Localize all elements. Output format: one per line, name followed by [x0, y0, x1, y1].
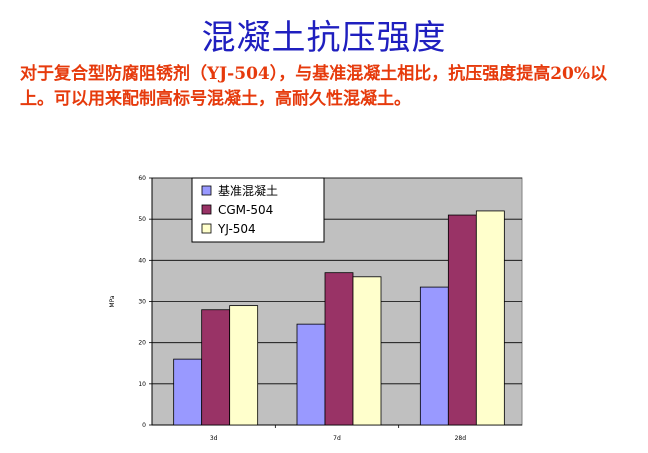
bar-28d-series-2	[447, 214, 477, 426]
legend	[191, 177, 325, 243]
bar-28d-series-3	[475, 210, 505, 426]
legend-label: YJ-504	[217, 222, 256, 236]
y-tick-label: 30	[138, 299, 146, 306]
y-tick-label: 60	[138, 175, 146, 182]
y-tick-label: 10	[138, 381, 146, 388]
y-tick-label: 0	[142, 422, 146, 429]
bar-28d-series-1	[419, 286, 449, 426]
x-tick-label: 28d	[455, 435, 467, 442]
legend-swatch	[201, 204, 212, 215]
legend-swatch	[201, 223, 212, 234]
bar-3d-series-2	[201, 309, 231, 426]
y-tick-label: 40	[138, 257, 146, 264]
bar-3d-series-3	[229, 305, 259, 426]
y-tick-label: 20	[138, 340, 146, 347]
legend-label: CGM-504	[218, 203, 273, 217]
x-tick-label: 3d	[210, 435, 218, 442]
strength-bar-chart: 0 10 20 30 40 50 60 MPa 3d 7d 28d 基准混凝土 CGM-504 YJ-50…	[109, 175, 523, 442]
bar-3d-series-1	[173, 358, 203, 426]
slide-body-text: 对于复合型防腐阻锈剂（YJ-504），与基准混凝土相比，抗压强度提高20%以上。…	[20, 64, 608, 109]
x-tick-label: 7d	[333, 435, 341, 442]
legend-swatch	[201, 185, 212, 196]
y-axis-label: MPa	[109, 295, 116, 308]
y-tick-label: 50	[138, 216, 146, 223]
legend-label: 基准混凝土	[218, 183, 278, 198]
bar-7d-series-2	[324, 272, 354, 426]
bar-7d-series-1	[296, 323, 326, 426]
slide-title: 混凝土抗压强度	[201, 18, 447, 58]
bar-7d-series-3	[352, 276, 382, 426]
